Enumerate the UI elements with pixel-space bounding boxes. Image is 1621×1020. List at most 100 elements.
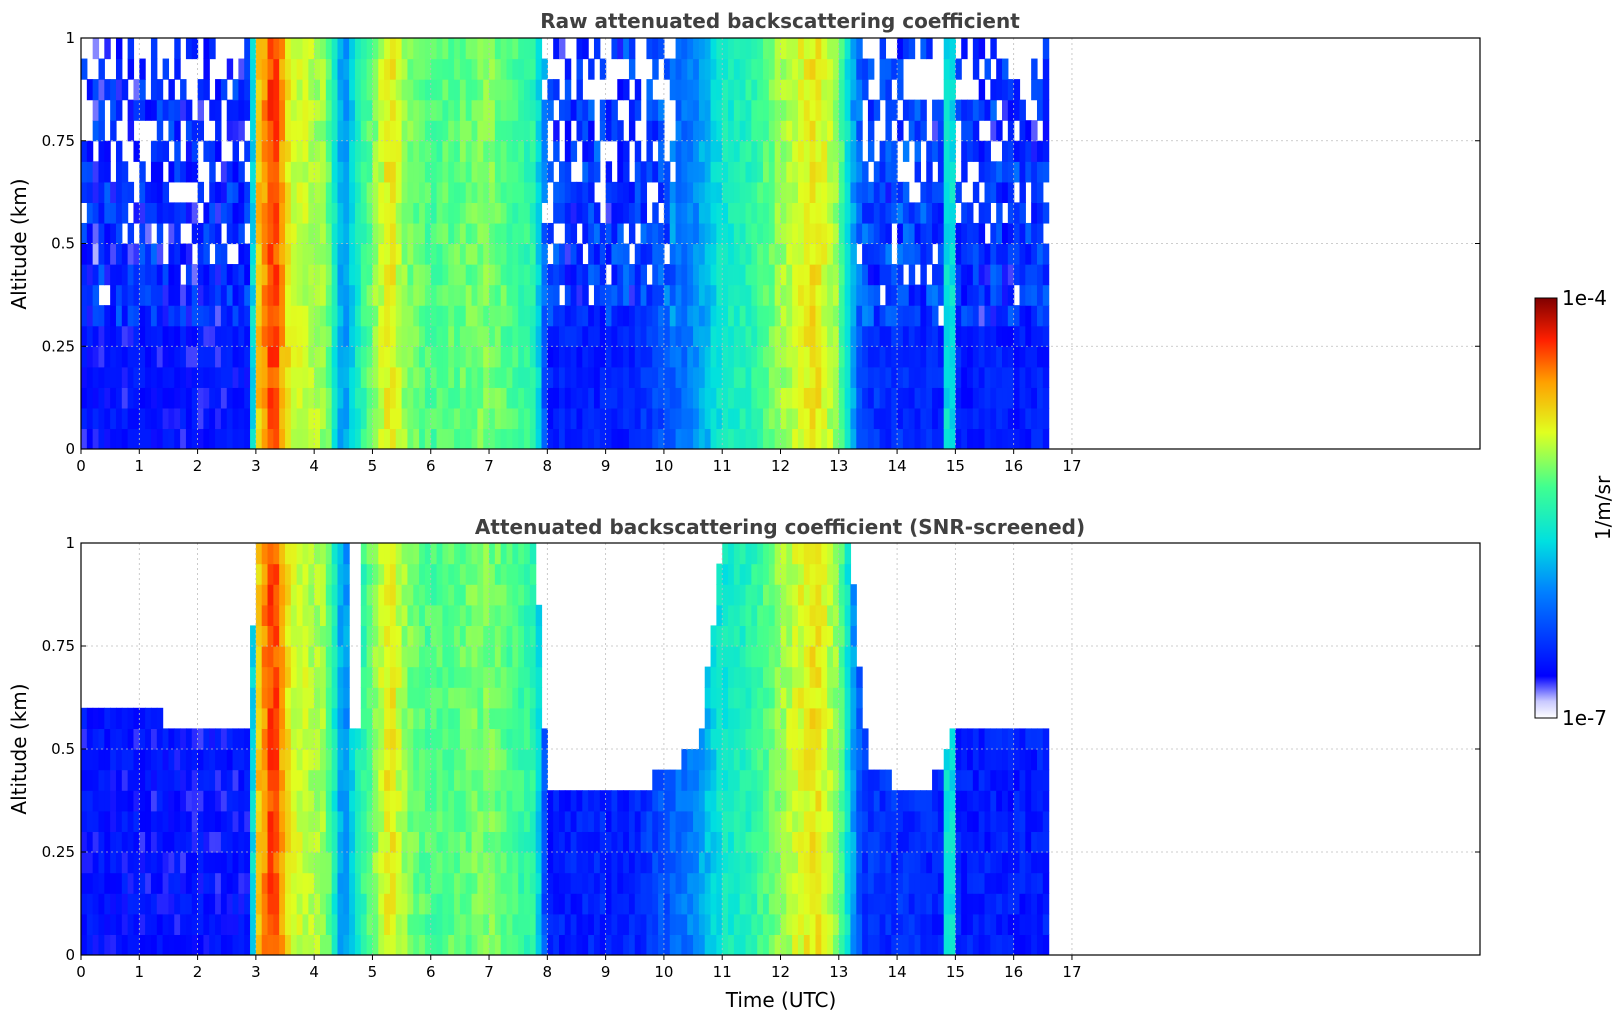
heatmap-cell [121,728,129,750]
heatmap-cell [681,140,688,162]
heatmap-cell [162,749,170,771]
heatmap-cell [564,366,572,388]
heatmap-cell [360,893,368,915]
heatmap-cell [611,222,618,245]
heatmap-cell [978,79,986,101]
heatmap-cell [827,181,834,203]
heatmap-cell [448,264,455,286]
heatmap-cell [442,563,449,585]
heatmap-cell [139,769,146,791]
heatmap-cell [209,790,216,812]
heatmap-cell [483,790,490,812]
heatmap-cell [395,934,403,955]
heatmap-cell [803,625,811,647]
heatmap-cell [716,666,723,688]
heatmap-cell [757,769,764,791]
heatmap-cell [366,264,374,286]
heatmap-cell [430,646,438,668]
heatmap-cell [127,872,135,894]
heatmap-cell [967,140,974,162]
heatmap-cell [494,852,502,874]
heatmap-cell [1036,99,1044,121]
heatmap-cell [273,584,280,606]
heatmap-cell [220,243,228,265]
heatmap-cell [937,99,945,121]
heatmap-cell [168,769,175,791]
heatmap-cell [739,99,747,121]
heatmap-cell [792,38,799,60]
heatmap-cell [844,284,852,306]
heatmap-cell [850,222,857,245]
heatmap-cell [296,563,304,585]
heatmap-cell [1036,181,1044,203]
heatmap-cell [535,181,543,203]
heatmap-cell [687,428,694,449]
heatmap-cell [279,181,286,203]
heatmap-cell [768,872,776,894]
heatmap-cell [687,387,694,409]
heatmap-cell [722,284,729,306]
heatmap-cell [180,428,187,449]
heatmap-cell [669,366,677,388]
heatmap-cell [401,687,409,709]
heatmap-cell [932,387,939,409]
heatmap-cell [156,264,164,286]
heatmap-cell [244,99,251,121]
heatmap-cell [354,769,362,791]
heatmap-cell [360,346,368,368]
heatmap-cell [337,666,344,688]
heatmap-cell [937,407,945,430]
heatmap-cell [226,202,234,224]
heatmap-cell [395,407,403,430]
heatmap-cell [1031,428,1038,449]
heatmap-cell [897,222,904,245]
heatmap-cell [459,913,467,935]
heatmap-cell [628,99,636,121]
heatmap-cell [465,687,473,709]
heatmap-cell [611,243,618,265]
heatmap-cell [337,264,344,286]
heatmap-cell [768,584,776,606]
heatmap-cell [174,913,181,935]
heatmap-cell [465,428,473,449]
heatmap-cell [378,346,385,368]
heatmap-cell [763,810,770,832]
heatmap-cell [768,58,776,80]
heatmap-cell [593,366,601,388]
heatmap-cell [529,428,537,449]
heatmap-cell [430,913,438,935]
heatmap-cell [250,749,257,771]
heatmap-cell [424,305,432,327]
heatmap-cell [751,222,758,245]
heatmap-cell [978,140,986,162]
heatmap-cell [378,707,385,729]
heatmap-cell [273,604,280,626]
heatmap-cell [191,387,199,409]
heatmap-cell [197,243,205,265]
heatmap-cell [372,387,379,409]
heatmap-cell [465,140,473,162]
heatmap-cell [675,790,683,812]
heatmap-cell [593,140,601,162]
heatmap-cell [150,243,158,265]
heatmap-cell [972,325,980,347]
heatmap-cell [722,625,729,647]
heatmap-cell [879,79,887,101]
heatmap-cell [605,872,613,894]
heatmap-cell [763,707,770,729]
heatmap-cell [483,58,490,80]
heatmap-cell [220,769,228,791]
heatmap-cell [535,305,543,327]
heatmap-cell [623,934,630,955]
heatmap-cell [267,563,274,585]
heatmap-cell [244,769,251,791]
heatmap-cell [459,284,467,306]
heatmap-cell [803,264,811,286]
heatmap-cell [506,202,513,224]
heatmap-cell [535,346,543,368]
heatmap-cell [442,790,449,812]
heatmap-cell [797,305,805,327]
heatmap-cell [687,264,694,286]
heatmap-cell [617,387,624,409]
heatmap-cell [197,790,205,812]
